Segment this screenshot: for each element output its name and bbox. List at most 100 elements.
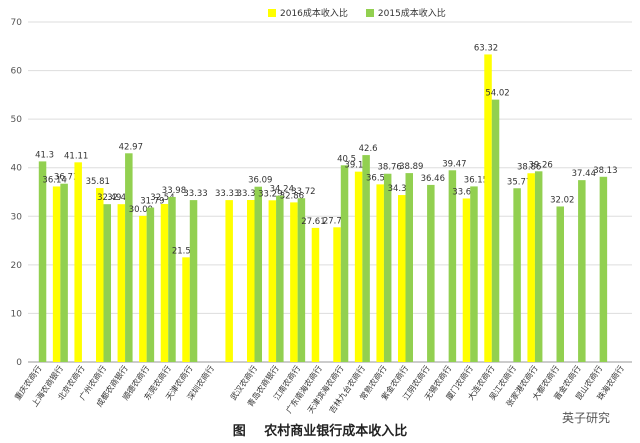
data-label: 39.19 [344, 161, 368, 171]
bar-2015 [103, 204, 111, 362]
y-tick-label: 50 [11, 115, 23, 125]
data-label: 32.49 [97, 193, 121, 203]
legend-label-2015: 2015成本收入比 [377, 9, 446, 19]
bar-2015 [60, 183, 68, 362]
y-tick-label: 60 [11, 67, 23, 77]
watermark-text: 英子研究 [561, 411, 610, 425]
data-label: 63.32 [474, 43, 498, 53]
bar-2015 [578, 180, 586, 362]
data-label: 32.49 [107, 193, 131, 203]
bar-2015 [146, 207, 155, 362]
data-label: 38.13 [593, 166, 617, 176]
data-label: 38.76 [378, 163, 402, 173]
y-tick-label: 20 [11, 261, 23, 271]
bar-2016 [462, 198, 471, 362]
bar-2015 [405, 173, 413, 362]
bar-2016 [484, 54, 492, 363]
bar-2015 [599, 176, 608, 362]
bar-2015 [189, 200, 198, 362]
bar-2015 [383, 173, 392, 362]
data-label: 32.02 [550, 195, 574, 205]
data-label: 33.35 [237, 189, 261, 199]
bar-2015 [534, 171, 543, 362]
bar-2015 [125, 153, 133, 362]
legend-swatch-2015 [365, 8, 374, 17]
data-label: 30.09 [129, 205, 153, 215]
data-label: 21.55 [172, 246, 196, 256]
data-label: 38.89 [399, 162, 423, 172]
data-label: 39.26 [529, 160, 553, 170]
data-label: 27.61 [301, 217, 325, 227]
data-label: 35.81 [86, 177, 110, 187]
chart-legend: 2016成本收入比 2015成本收入比 [268, 6, 446, 19]
data-label: 37.44 [572, 169, 596, 179]
bar-2016 [333, 227, 341, 362]
data-label: 31.79 [140, 197, 164, 207]
data-label: 39.47 [442, 159, 466, 169]
data-label: 42.97 [119, 142, 143, 152]
legend-item-2016: 2016成本收入比 [268, 6, 348, 19]
legend-label-2016: 2016成本收入比 [280, 9, 348, 19]
data-label: 32.54 [150, 193, 174, 203]
bar-2015 [340, 165, 349, 362]
bar-2016 [268, 200, 277, 362]
bar-2016 [376, 184, 384, 362]
bar-2016 [182, 257, 190, 362]
bar-2015 [297, 198, 306, 362]
data-label: 36.57 [366, 173, 390, 183]
data-label: 32.86 [280, 191, 304, 201]
figure-label: 图 [232, 424, 246, 439]
bar-2015 [254, 186, 262, 362]
bar-2015 [38, 161, 47, 362]
bar-2016 [96, 188, 104, 362]
y-tick-label: 70 [11, 18, 23, 28]
data-label: 42.6 [359, 144, 378, 154]
bar-2016 [398, 195, 406, 362]
data-label: 33.33 [215, 189, 239, 199]
bar-2015 [362, 155, 370, 362]
bar-2016 [160, 203, 169, 362]
data-label: 41.3 [35, 150, 54, 160]
bar-2015 [470, 186, 478, 362]
data-label: 36.09 [248, 176, 272, 186]
y-tick-label: 30 [11, 212, 23, 222]
data-label: 54.02 [485, 89, 509, 99]
data-label: 36.14 [42, 175, 66, 185]
legend-item-2015: 2015成本收入比 [365, 6, 446, 19]
bar-2016 [290, 202, 298, 362]
data-label: 33.33 [183, 189, 207, 199]
bar-2016 [247, 200, 255, 362]
y-tick-label: 10 [11, 309, 23, 319]
data-label: 35.77 [507, 177, 531, 187]
bar-2016 [139, 215, 147, 362]
bar-2016 [225, 200, 233, 362]
y-tick-label: 40 [11, 164, 23, 174]
bar-2016 [117, 204, 126, 362]
bar-2015 [427, 184, 435, 362]
data-label: 33.29 [258, 189, 282, 199]
bar-2015 [448, 170, 457, 362]
bar-2015 [556, 206, 564, 362]
data-label: 33.67 [452, 187, 476, 197]
data-label: 38.86 [517, 162, 541, 172]
data-label: 36.15 [464, 175, 488, 185]
data-label: 33.72 [291, 187, 315, 197]
legend-swatch-2016 [268, 8, 276, 17]
data-label: 40.5 [337, 154, 356, 164]
bar-2015 [491, 99, 500, 363]
bar-2015 [168, 196, 176, 362]
y-tick-label: 0 [16, 358, 22, 368]
data-label: 33.98 [162, 186, 186, 196]
data-label: 27.73 [323, 216, 347, 226]
figure-caption: 图 农村商业银行成本收入比 [0, 420, 640, 439]
bar-2016 [74, 162, 82, 362]
chart-title: 农村商业银行成本收入比 [264, 424, 408, 439]
data-label: 36.46 [421, 174, 445, 184]
bar-2015 [276, 195, 284, 362]
data-label: 34.24 [270, 185, 294, 195]
data-label: 34.37 [388, 184, 412, 194]
data-label: 41.11 [64, 151, 88, 161]
data-label: 36.71 [54, 173, 78, 183]
bar-2016 [311, 227, 320, 362]
